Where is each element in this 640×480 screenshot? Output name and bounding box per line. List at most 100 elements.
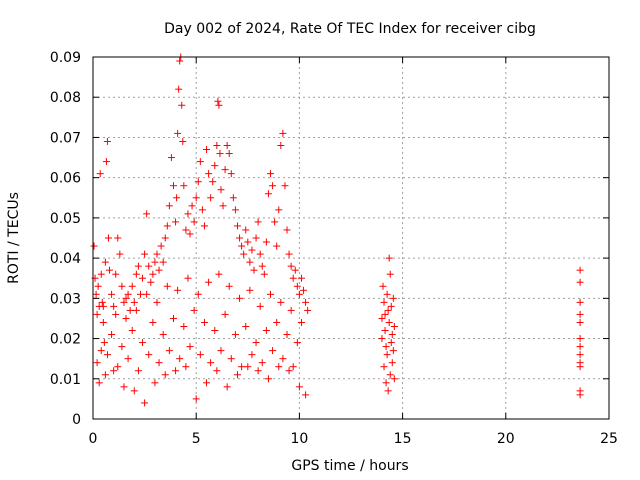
data-point [155,266,163,274]
data-point [120,383,128,391]
data-point [90,242,98,250]
data-point [205,170,213,178]
data-point [215,101,223,109]
data-point [97,270,105,278]
data-point [196,158,204,166]
data-point [389,347,397,355]
data-point [267,170,275,178]
data-point [576,310,584,318]
data-point [297,318,305,326]
data-point [279,129,287,137]
data-point [182,363,190,371]
data-point [200,318,208,326]
data-point [287,306,295,314]
data-point [116,250,124,258]
data-point [283,226,291,234]
data-point [289,274,297,282]
data-point [145,262,153,270]
data-point [273,242,281,250]
y-tick-label: 0.01 [50,372,81,388]
data-point [120,298,128,306]
data-point [382,343,390,351]
data-point [252,339,260,347]
data-point [379,282,387,290]
data-point [130,387,138,395]
data-point [114,234,122,242]
data-point [264,190,272,198]
data-point [275,363,283,371]
data-point [103,137,111,145]
data-point [293,339,301,347]
data-point [139,274,147,282]
data-point [196,351,204,359]
y-tick-label: 0.04 [50,251,81,267]
data-point [124,290,132,298]
data-point [260,270,268,278]
data-point [390,322,398,330]
data-point [262,327,270,335]
data-point [262,238,270,246]
data-point [99,302,107,310]
data-point [254,218,262,226]
data-point [576,298,584,306]
data-point [101,258,109,266]
data-point [190,306,198,314]
data-point [182,226,190,234]
data-point [289,363,297,371]
data-point [172,218,180,226]
x-tick-label: 5 [192,431,201,447]
data-point [271,218,279,226]
y-tick-label: 0.06 [50,171,81,187]
data-point [389,294,397,302]
data-point [233,371,241,379]
data-point [122,294,130,302]
chart-title: Day 002 of 2024, Rate Of TEC Index for r… [164,21,536,37]
data-point [238,363,246,371]
data-point [102,158,110,166]
data-point [178,101,186,109]
data-point [112,270,120,278]
data-point [128,327,136,335]
y-tick-label: 0.08 [50,90,81,106]
data-point [390,375,398,383]
data-point [304,306,312,314]
data-point [159,258,167,266]
data-point [380,298,388,306]
data-point [180,322,188,330]
data-point [380,363,388,371]
data-point [174,286,182,294]
data-point [384,387,392,395]
data-point [167,154,175,162]
data-point [141,250,149,258]
data-point [385,318,393,326]
data-point [147,278,155,286]
data-point [172,367,180,375]
data-point [576,318,584,326]
data-point [128,282,136,290]
data-point [114,363,122,371]
plot-frame [92,56,610,420]
data-point [143,290,151,298]
data-point [221,166,229,174]
data-point [192,194,200,202]
data-point [130,298,138,306]
data-point [246,286,254,294]
data-point [198,206,206,214]
data-point [98,298,106,306]
data-point [124,355,132,363]
data-point [221,310,229,318]
data-point [383,351,391,359]
data-point [163,282,171,290]
data-point [213,141,221,149]
data-point [155,359,163,367]
y-tick-label: 0 [72,412,81,428]
data-point [223,141,231,149]
data-point [173,194,181,202]
data-point [176,57,184,65]
data-point [269,182,277,190]
data-point [264,375,272,383]
data-point [381,310,389,318]
data-point [225,282,233,290]
data-point [106,266,114,274]
data-point [576,363,584,371]
